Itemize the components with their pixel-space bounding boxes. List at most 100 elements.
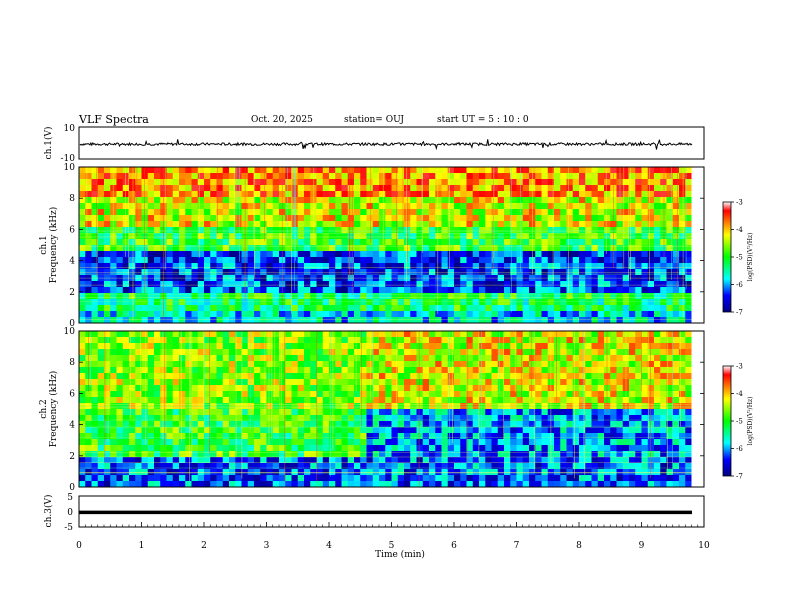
spectrogram-cell [210, 433, 217, 440]
spectrogram-cell [272, 397, 280, 404]
spectrogram-cell [291, 379, 299, 386]
spectrogram-cell [291, 287, 299, 294]
spectrogram-cell [535, 173, 542, 180]
spectrogram-cell [116, 421, 124, 428]
spectrogram-cell [179, 185, 186, 192]
spectrogram-cell [210, 197, 217, 204]
spectrogram-cell [560, 463, 567, 470]
spectrogram-cell [616, 457, 624, 464]
spectrogram-cell [135, 281, 142, 288]
spectrogram-cell [460, 337, 467, 344]
spectrogram-cell [460, 367, 467, 374]
spectrogram-cell [316, 221, 324, 228]
spectrogram-cell [147, 439, 155, 446]
spectrogram-cell [304, 239, 311, 246]
spectrogram-cell [504, 457, 511, 464]
spectrogram-cell [579, 361, 586, 368]
spectrogram-cell [491, 251, 499, 258]
spectrogram-cell [179, 391, 186, 398]
spectrogram-cell [447, 361, 455, 368]
spectrogram-cell [297, 179, 305, 186]
spectrogram-cell [210, 469, 217, 476]
spectrogram-cell [254, 337, 261, 344]
spectrogram-cell [391, 451, 399, 458]
spectrogram-cell [179, 397, 186, 404]
spectrogram-cell [179, 227, 186, 234]
spectrogram-cell [79, 227, 86, 234]
spectrogram-cell [660, 245, 667, 252]
spectrogram-cell [454, 299, 461, 306]
spectrogram-cell [235, 293, 242, 300]
spectrogram-cell [547, 227, 555, 234]
spectrogram-cell [510, 209, 517, 216]
spectrogram-cell [685, 173, 692, 180]
spectrogram-cell [197, 331, 205, 338]
spectrogram-cell [341, 355, 349, 362]
spectrogram-cell [472, 475, 480, 482]
spectrogram-cell [441, 373, 449, 380]
spectrogram-cell [416, 391, 424, 398]
spectrogram-cell [97, 245, 105, 252]
spectrogram-cell [147, 469, 155, 476]
spectrogram-cell [454, 373, 461, 380]
spectrogram-cell [304, 373, 311, 380]
spectrogram-cell [635, 281, 642, 288]
spectrogram-cell [497, 439, 505, 446]
spectrogram-cell [541, 391, 549, 398]
spectrogram-cell [616, 239, 624, 246]
spectrogram-cell [591, 355, 599, 362]
spectrogram-cell [510, 179, 517, 186]
spectrogram-cell [679, 317, 686, 324]
spectrogram-cell [122, 269, 130, 276]
ch2-spectrogram-cells [79, 331, 704, 488]
spectrogram-cell [122, 233, 130, 240]
spectrogram-cell [447, 379, 455, 386]
spectrogram-cell [485, 385, 492, 392]
spectrogram-cell [510, 409, 517, 416]
spectrogram-cell [491, 439, 499, 446]
spectrogram-cell [616, 269, 624, 276]
spectrogram-cell [485, 421, 492, 428]
spectrogram-cell [629, 475, 636, 482]
spectrogram-cell [547, 469, 555, 476]
spectrogram-cell [166, 191, 174, 198]
spectrogram-cell [116, 355, 124, 362]
spectrogram-cell [585, 245, 592, 252]
spectrogram-cell [529, 457, 536, 464]
spectrogram-cell [266, 227, 274, 234]
spectrogram-cell [679, 191, 686, 198]
spectrogram-cell [116, 203, 124, 210]
spectrogram-cell [510, 173, 517, 180]
spectrogram-cell [666, 179, 674, 186]
spectrogram-cell [572, 173, 580, 180]
spectrogram-cell [191, 349, 199, 356]
spectrogram-cell [272, 475, 280, 482]
spectrogram-cell [410, 427, 417, 434]
spectrogram-cell [229, 457, 236, 464]
spectrogram-cell [141, 421, 149, 428]
spectrogram-cell [535, 355, 542, 362]
spectrogram-cell [585, 349, 592, 356]
spectrogram-cell [129, 293, 136, 300]
spectrogram-cell [110, 385, 117, 392]
spectrogram-cell [235, 433, 242, 440]
spectrogram-cell [216, 337, 224, 344]
spectrogram-cell [460, 287, 467, 294]
spectrogram-cell [229, 287, 236, 294]
spectrogram-cell [647, 203, 655, 210]
spectrogram-cell [504, 317, 511, 324]
spectrogram-cell [491, 427, 499, 434]
spectrogram-cell [266, 397, 274, 404]
spectrogram-cell [329, 415, 336, 422]
spectrogram-cell [322, 311, 330, 318]
spectrogram-cell [485, 451, 492, 458]
spectrogram-cell [529, 469, 536, 476]
spectrogram-cell [647, 209, 655, 216]
spectrogram-cell [354, 337, 361, 344]
spectrogram-cell [322, 463, 330, 470]
spectrogram-cell [229, 331, 236, 338]
spectrogram-cell [660, 227, 667, 234]
spectrogram-cell [79, 245, 86, 252]
spectrogram-cell [629, 337, 636, 344]
spectrogram-cell [572, 397, 580, 404]
